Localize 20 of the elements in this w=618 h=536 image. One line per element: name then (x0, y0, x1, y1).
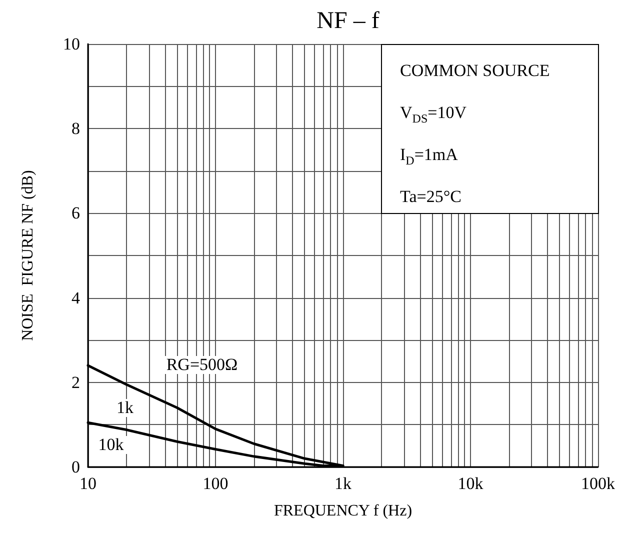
y-tick-label: 6 (72, 204, 80, 223)
annotation: RG=500Ω (163, 355, 241, 374)
annotation: COMMON SOURCE (400, 60, 551, 82)
y-tick-label: 10 (63, 34, 80, 54)
y-tick-label: 2 (72, 372, 80, 392)
x-tick-label: 100k (581, 474, 616, 493)
annotation: 10k (95, 435, 127, 454)
annotation: Ta=25°C (400, 186, 462, 208)
y-tick-label: 0 (72, 458, 80, 476)
x-tick-label: 10k (458, 474, 484, 493)
annotation: V$_{DS}$=10V (400, 102, 468, 128)
y-axis-title: NOISE FIGURE NF (dB) (20, 170, 36, 341)
y-tick-label: 8 (72, 119, 80, 138)
x-axis-title: FREQUENCY f (Hz) (274, 502, 412, 520)
y-tick-label: 4 (72, 288, 80, 308)
chart-title: NF – f (316, 8, 380, 34)
annotation: I$_{D}$=1mA (400, 144, 459, 170)
x-tick-label: 100 (202, 474, 228, 493)
x-tick-label: 1k (334, 474, 352, 493)
annotation: 1k (114, 398, 136, 417)
